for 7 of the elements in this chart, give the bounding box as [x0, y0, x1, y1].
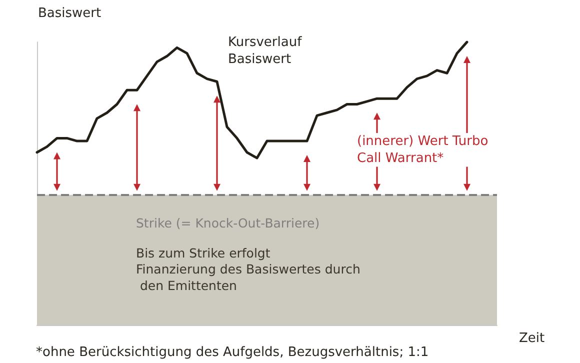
series-label: Kursverlauf Basiswert — [228, 34, 306, 67]
x-axis-title: Zeit — [519, 330, 545, 346]
text: *ohne Berücksichtigung des Aufgelds, Bezugsverhältnis; 1:1 — [36, 344, 429, 360]
ref-line-label: Strike (= Knock-Out-Barriere) — [136, 215, 320, 230]
band-label: Bis zum Strike erfolgt Finanzierung des Basiswertes durch den Emittenten — [136, 245, 360, 293]
annotation: (innerer) Wert Turbo Call Warrant* — [357, 134, 492, 166]
y-axis-title: Basiswert — [38, 6, 102, 21]
